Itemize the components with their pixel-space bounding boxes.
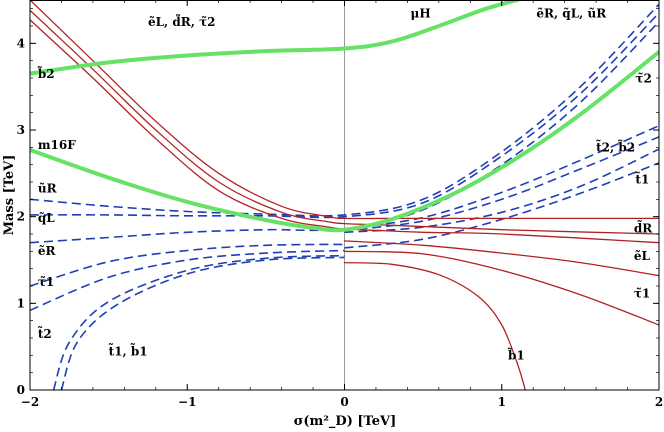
annotation-eR-left: ẽR — [38, 244, 57, 258]
curve-layer — [30, 0, 659, 390]
annotation-tau1-left: τ̃1 — [38, 275, 54, 289]
y-tick-label: 3 — [17, 123, 25, 137]
y-tick-label: 4 — [17, 36, 25, 50]
annotation-muH: μH — [411, 6, 431, 20]
x-tick-label: −2 — [21, 395, 39, 409]
series-blue-uR — [30, 3, 659, 217]
annotation-qL-left: q̃L — [38, 211, 55, 225]
annotation-m16F: m16F — [38, 138, 76, 152]
series-blue-b2-pos — [344, 136, 659, 232]
series-red-low-tau1 — [343, 250, 659, 326]
series-m16F — [30, 50, 659, 233]
series-blue-tau1-pos — [344, 162, 659, 249]
tick-layer: −2 −1 0 1 2 0 1 2 3 4 — [17, 0, 663, 409]
series-red-low-eL — [343, 240, 659, 277]
series-blue-t2 — [30, 249, 345, 312]
annotation-t1-b1: t̃1, b̃1 — [108, 342, 148, 358]
annotation-t2-left: t̃2 — [37, 325, 52, 341]
annotation-dR-right: d̃R — [634, 219, 653, 235]
annotation-layer: ẽL, d̃R, τ̃2 μH ẽR, q̃L, ũR b̃2 τ̃2 m16F t̃2, … — [37, 6, 653, 362]
annotation-eR-qL-uR: ẽR, q̃L, ũR — [536, 6, 607, 20]
annotation-b2: b̃2 — [37, 65, 55, 81]
series-blue-tau1-neg — [30, 243, 345, 287]
annotation-eL-dR-tau2: ẽL, d̃R, τ̃2 — [148, 13, 216, 29]
y-tick-label: 0 — [17, 383, 25, 397]
series-blue-t2-pos — [344, 124, 659, 230]
annotation-t2-b2: t̃2, b̃2 — [595, 138, 635, 154]
annotation-tau2-right: τ̃2 — [635, 71, 651, 85]
series-blue-qL — [30, 12, 659, 219]
y-axis-label: Mass [TeV] — [2, 155, 17, 236]
annotation-uR-left: ũR — [38, 181, 58, 195]
y-tick-label: 2 — [17, 210, 25, 224]
series-red-high-3 — [30, 19, 659, 244]
x-tick-label: 1 — [498, 395, 506, 409]
series-blue-t1-pos — [344, 148, 659, 234]
x-axis-label: σ(m²_D) [TeV] — [294, 414, 396, 429]
series-red-high-1 — [30, 0, 659, 220]
series-red-high-2 — [30, 9, 659, 235]
annotation-tau1-right: τ̃1 — [634, 286, 650, 300]
x-tick-label: −1 — [178, 395, 196, 409]
series-red-low-b1 — [343, 261, 526, 390]
x-tick-label: 0 — [340, 395, 348, 409]
y-tick-label: 1 — [17, 296, 25, 310]
annotation-b1: b̃1 — [507, 346, 525, 362]
series-blue-b1 — [60, 256, 345, 390]
series-μH — [30, 0, 520, 76]
annotation-t1-right: t̃1 — [635, 171, 650, 187]
x-tick-label: 2 — [655, 395, 663, 409]
series-blue-t1 — [52, 254, 345, 390]
annotation-eL-right: ẽL — [634, 249, 651, 263]
